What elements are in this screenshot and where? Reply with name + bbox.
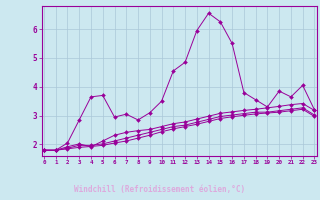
- Text: Windchill (Refroidissement éolien,°C): Windchill (Refroidissement éolien,°C): [75, 185, 245, 194]
